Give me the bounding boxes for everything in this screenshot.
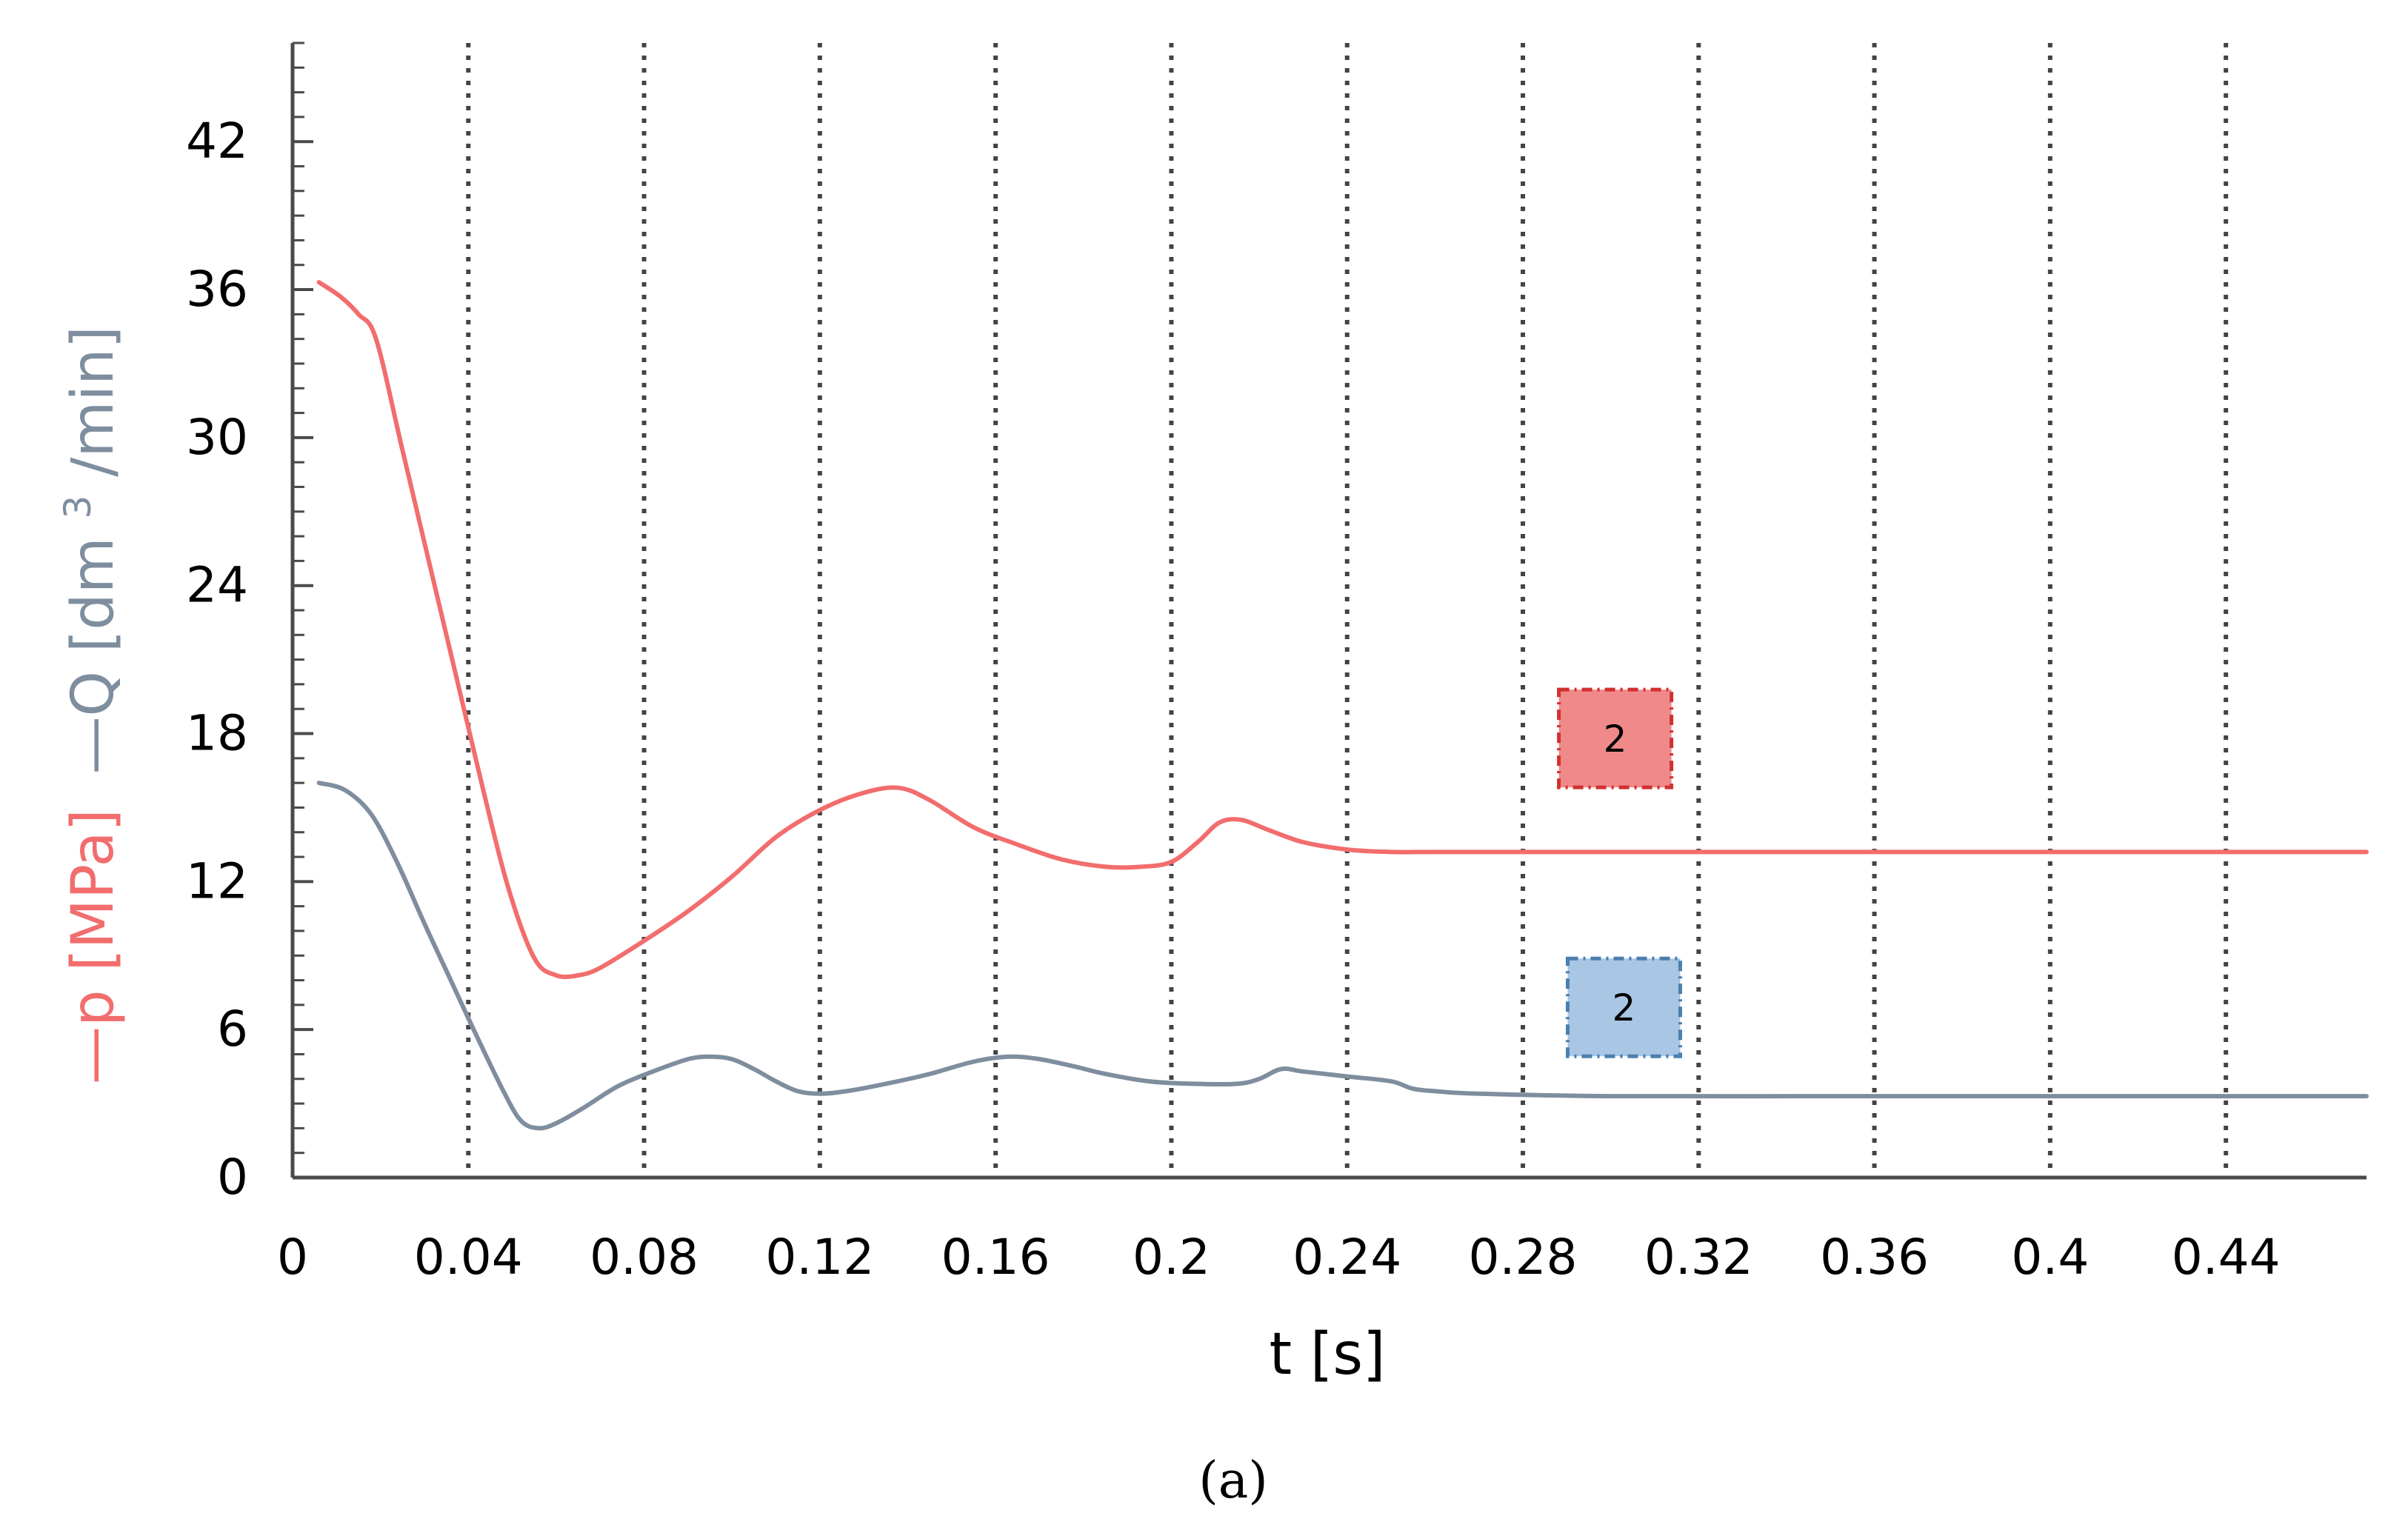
series-line-p xyxy=(316,280,2369,980)
x-tick-label: 0.08 xyxy=(590,1229,698,1286)
series-label-box xyxy=(1557,687,1674,789)
grid-layer xyxy=(466,43,2229,1178)
series-label-text: 2 xyxy=(1612,986,1636,1029)
series-label-p: 2 xyxy=(1557,687,1674,789)
figure-caption: (a) xyxy=(1198,1452,1268,1510)
x-tick-label: 0.28 xyxy=(1469,1229,1578,1286)
y-tick-label: 30 xyxy=(186,409,248,466)
x-tick-label: 0.24 xyxy=(1293,1229,1401,1286)
y-tick-label: 24 xyxy=(186,557,248,614)
x-tick-label: 0.04 xyxy=(414,1229,523,1286)
series-labels-layer: 22 xyxy=(1557,687,1682,1058)
x-tick-label: 0.16 xyxy=(941,1229,1050,1286)
series-label-text: 2 xyxy=(1604,718,1627,761)
y-axis-title-superscript: 3 xyxy=(56,495,99,519)
y-axis-title: —p [MPa] —Q [dm 3 /min] xyxy=(38,326,127,1084)
y-tick-label: 36 xyxy=(186,261,248,318)
x-tick-label: 0.4 xyxy=(2011,1229,2089,1286)
x-tick-label: 0 xyxy=(277,1229,308,1286)
y-tick-label: 12 xyxy=(186,852,248,909)
x-axis-title: t [s] xyxy=(1270,1321,1386,1388)
series-label-box xyxy=(1565,956,1682,1058)
series-line-Q xyxy=(316,781,2369,1131)
y-axis-title-unit-end: /min] xyxy=(60,326,127,477)
x-tick-label: 0.44 xyxy=(2172,1229,2281,1286)
y-tick-label: 0 xyxy=(217,1149,248,1206)
series-label-Q: 2 xyxy=(1565,956,1682,1058)
axes-layer: 0 0.04 0.08 0.12 0.16 0.2 0.24 0.28 0.32 0.36 0.4 0… xyxy=(186,41,2367,1286)
series-layer xyxy=(316,280,2369,1131)
x-tick-label: 0.36 xyxy=(1820,1229,1929,1286)
x-tick-label: 0.2 xyxy=(1133,1229,1210,1286)
y-tick-label: 18 xyxy=(186,705,248,762)
text-layer: t [s] —p [MPa] —Q [dm 3 /min] (a) xyxy=(38,326,1386,1510)
y-axis-title-q-part: —Q [dm xyxy=(60,537,127,774)
x-tick-label: 0.32 xyxy=(1644,1229,1753,1286)
x-tick-label: 0.12 xyxy=(765,1229,874,1286)
y-tick-label: 42 xyxy=(186,113,248,170)
y-tick-label: 6 xyxy=(217,1001,248,1058)
y-axis-title-p-part: —p [MPa] xyxy=(60,809,127,1084)
